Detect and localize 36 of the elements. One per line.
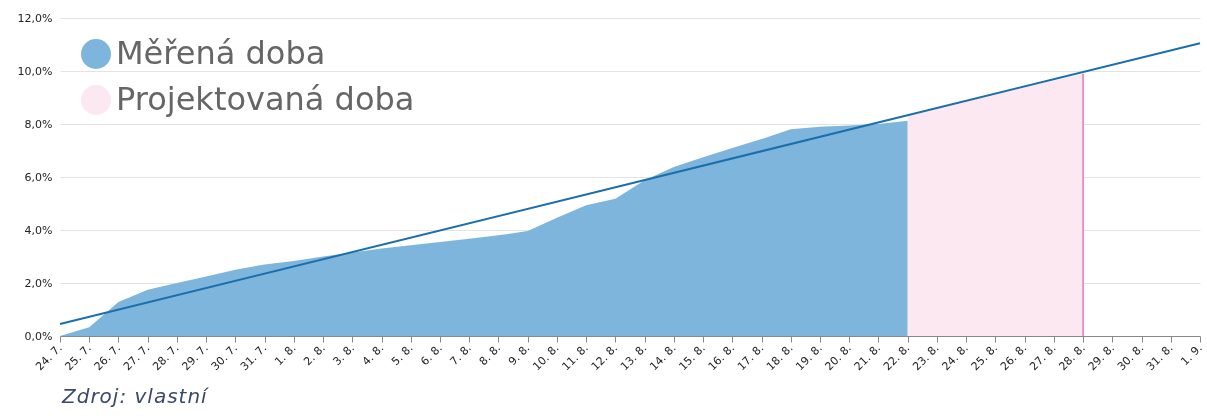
text: Zdroj: vlastní [62, 384, 208, 408]
y-tick-label: 6,0% [24, 170, 53, 184]
x-tick-label: 4. 8. [359, 341, 387, 369]
y-tick-label: 0,0% [24, 329, 53, 343]
x-tick-label: 3. 8. [330, 341, 358, 369]
x-tick-label: 25. 7. [62, 341, 94, 374]
x-tick-label: 29. 7. [179, 341, 211, 374]
x-tick-label: 1. 8. [272, 341, 299, 369]
x-tick-label: 31. 8. [1144, 341, 1176, 374]
x-tick-label: 19. 8. [793, 341, 825, 374]
y-tick-label: 10,0% [17, 64, 53, 78]
x-tick-label: 8. 8. [476, 341, 504, 369]
x-tick-label: 23. 8. [910, 341, 942, 374]
x-tick-label: 20. 8. [822, 341, 854, 374]
y-tick-label: 8,0% [24, 117, 53, 131]
y-tick-label: 2,0% [24, 276, 53, 290]
x-tick-label: 6. 8. [418, 341, 445, 369]
x-tick-label: 11. 8. [559, 341, 591, 374]
x-tick-label: 15. 8. [676, 341, 708, 374]
x-tick-label: 5. 8. [389, 341, 416, 369]
x-tick-label: 27. 8. [1027, 341, 1059, 374]
x-tick-label: 10. 8. [530, 341, 562, 374]
y-tick-label: 4,0% [24, 223, 53, 237]
x-tick-label: 1. 9. [1178, 341, 1205, 369]
x-tick-label: 28. 7. [150, 341, 182, 374]
x-tick-label: 2. 8. [301, 341, 328, 369]
x-tick-label: 7. 8. [447, 341, 474, 369]
x-tick-label: 24. 8. [939, 341, 971, 374]
x-tick-label: 28. 8. [1056, 341, 1088, 374]
legend-label: Měřená doba [116, 34, 326, 72]
x-tick-label: 14. 8. [647, 341, 679, 374]
x-tick-label: 18. 8. [764, 341, 796, 374]
x-tick-label: 24. 7. [33, 341, 65, 374]
x-tick-label: 9. 8. [505, 341, 533, 369]
legend-label: Projektovaná doba [116, 80, 415, 118]
y-tick-label: 12,0% [17, 11, 53, 25]
